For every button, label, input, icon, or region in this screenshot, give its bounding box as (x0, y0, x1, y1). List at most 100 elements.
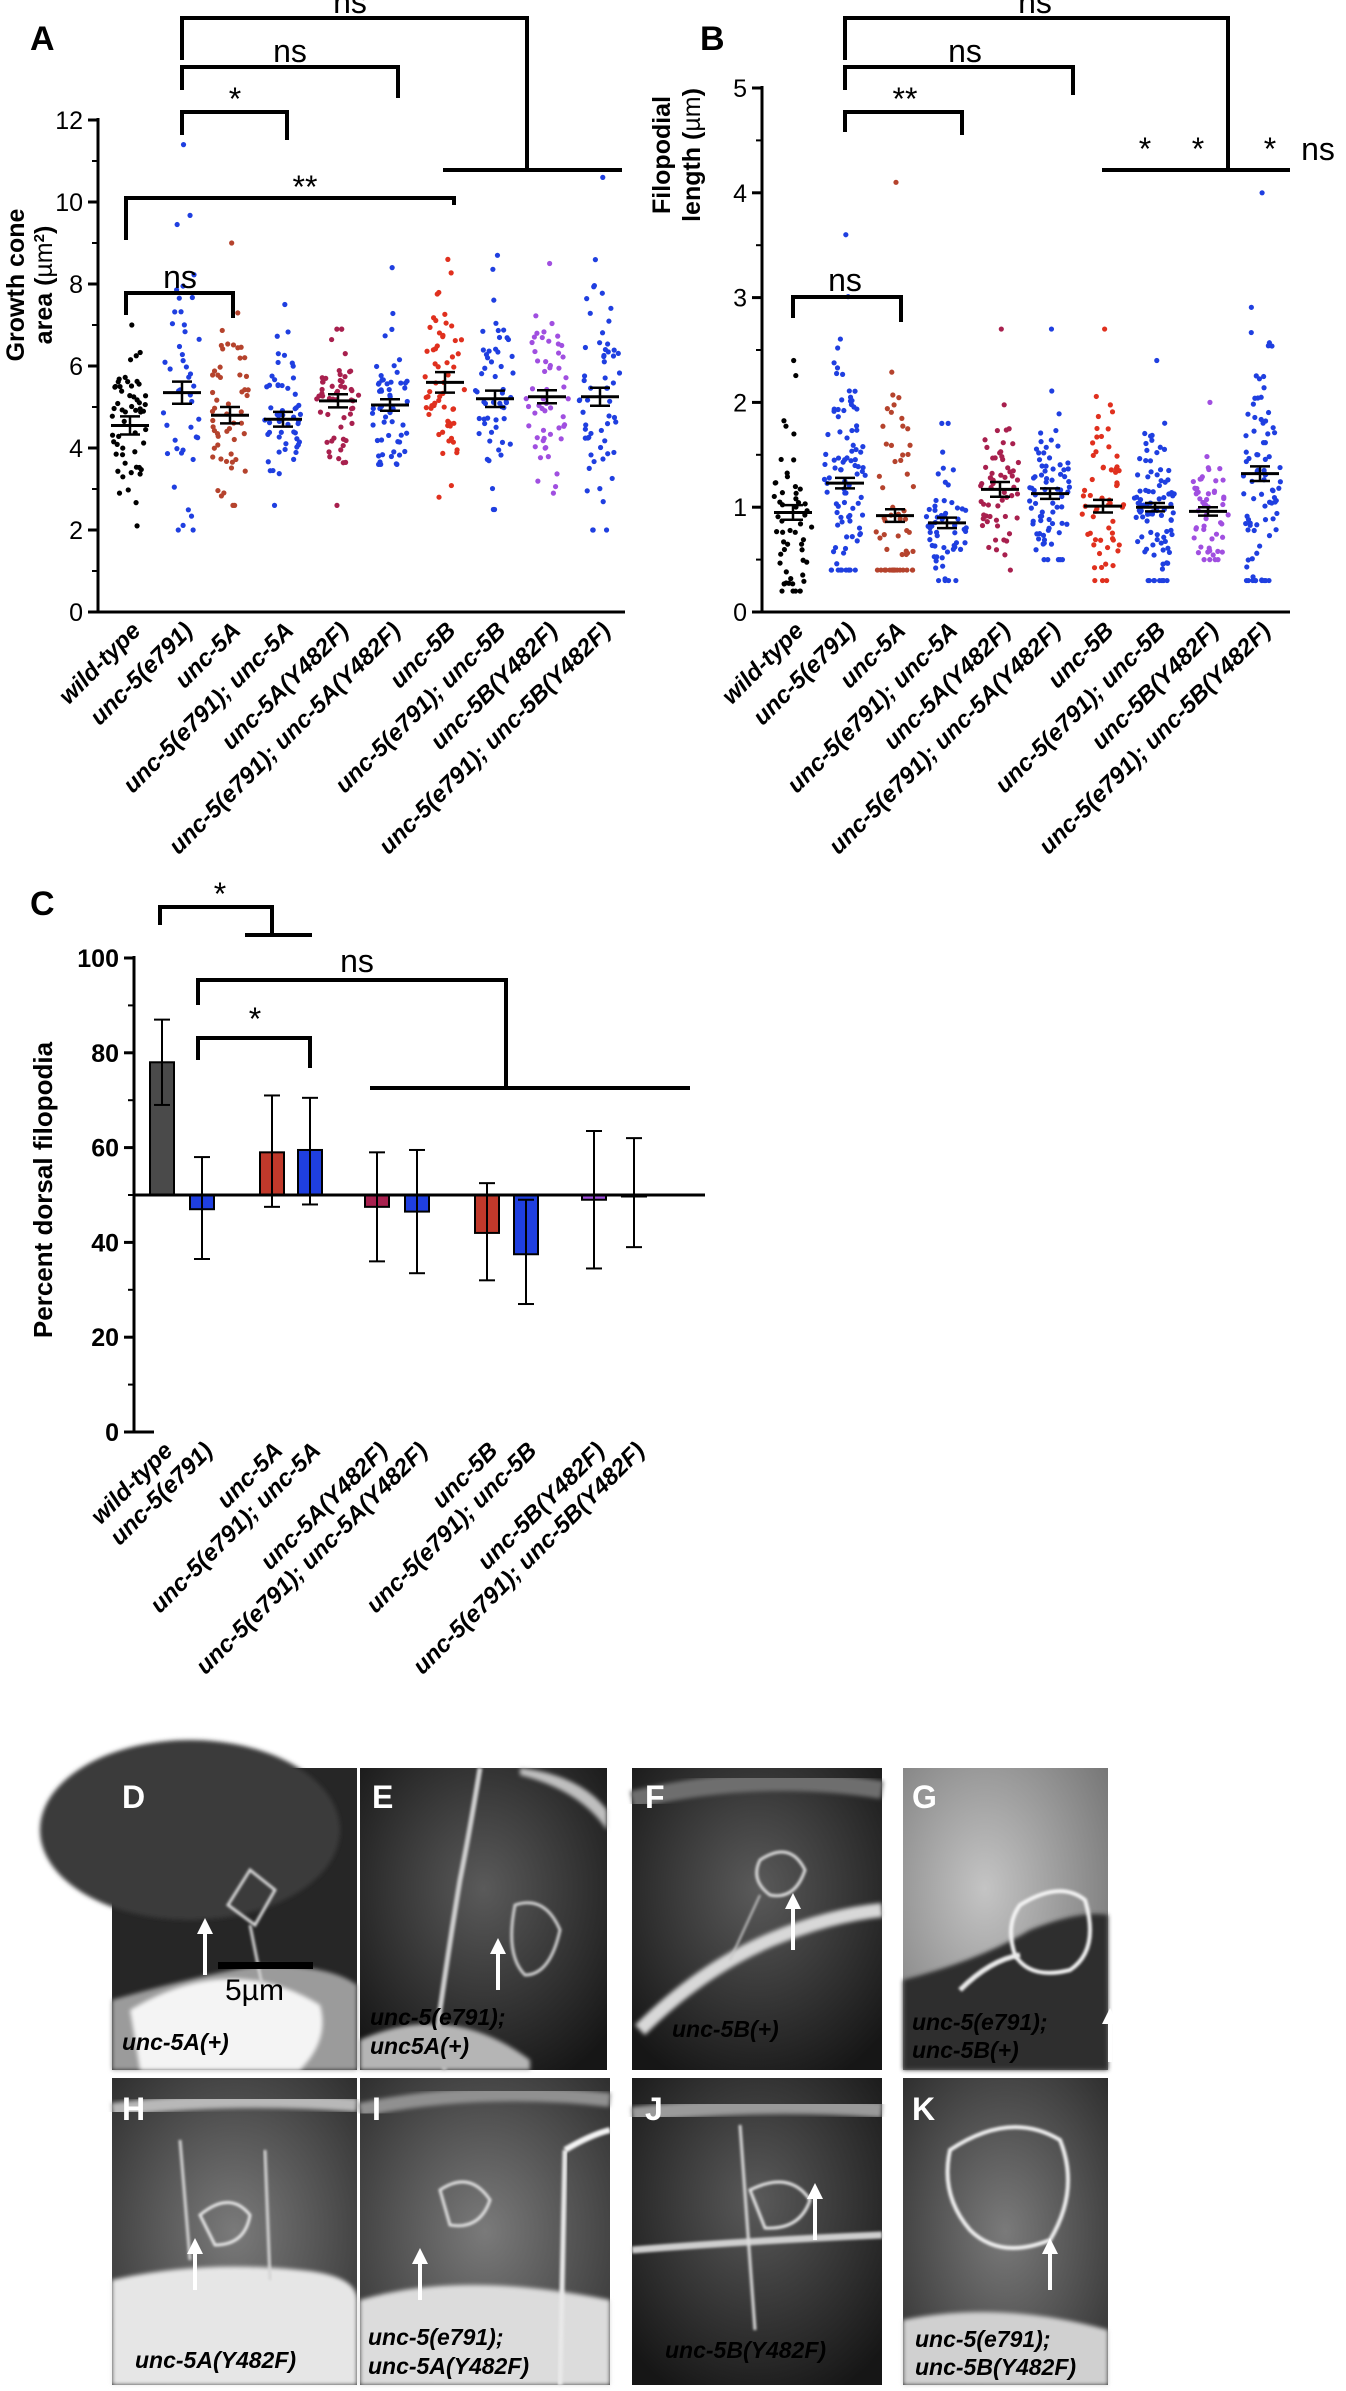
data-point (180, 142, 187, 148)
data-point (979, 481, 985, 487)
data-point (355, 392, 362, 398)
data-point (1007, 567, 1013, 573)
data-point (951, 542, 957, 549)
micrograph-k: K unc-5(e791); unc-5B(Y482F) (903, 2078, 1108, 2385)
data-point (1154, 449, 1160, 456)
data-point (1027, 485, 1033, 491)
data-point (389, 326, 395, 333)
data-point (1193, 486, 1199, 492)
data-point (847, 394, 854, 400)
micrograph-label-g-line1: unc-5(e791); (912, 2009, 1047, 2035)
data-point (179, 351, 185, 358)
data-point (582, 435, 588, 441)
data-point (174, 221, 180, 228)
data-point (547, 431, 554, 437)
data-point (482, 365, 488, 371)
data-point (1092, 577, 1098, 584)
data-point (824, 489, 830, 495)
data-point (854, 406, 860, 412)
data-point (448, 270, 454, 276)
data-point (978, 498, 984, 505)
y-tick-label: 20 (91, 1324, 119, 1352)
micrograph-label-k-line2: unc-5B(Y482F) (915, 2354, 1076, 2380)
data-point (292, 406, 298, 412)
data-point (1168, 501, 1174, 507)
data-point (1036, 450, 1042, 456)
data-point (343, 437, 349, 444)
data-point (220, 346, 226, 352)
data-point (902, 516, 909, 522)
data-point (1197, 476, 1203, 482)
data-point (1046, 516, 1052, 523)
data-point (1109, 530, 1116, 536)
data-point (1246, 455, 1252, 462)
data-point (853, 423, 860, 429)
data-point (539, 405, 545, 412)
data-point (389, 419, 395, 425)
data-point (1120, 502, 1127, 508)
data-point (888, 442, 895, 449)
data-point (889, 369, 895, 375)
data-point (1045, 557, 1051, 563)
data-point (1254, 451, 1260, 458)
data-point (334, 502, 340, 508)
data-point (125, 379, 131, 385)
data-point (498, 452, 504, 458)
data-point (846, 567, 852, 573)
data-point (374, 437, 381, 444)
data-point (210, 417, 216, 424)
data-point (1245, 577, 1252, 584)
data-point (1265, 409, 1272, 416)
data-point (884, 546, 890, 552)
data-point (507, 441, 513, 447)
data-point (1160, 561, 1166, 567)
data-point (488, 429, 495, 435)
data-point (560, 414, 566, 420)
data-point (488, 359, 495, 365)
micrograph-letter-h: H (122, 2091, 145, 2127)
data-point (1261, 577, 1267, 584)
data-point (547, 405, 554, 411)
data-point (610, 380, 616, 386)
data-point (1059, 493, 1065, 500)
data-point (432, 346, 439, 352)
data-point (999, 497, 1005, 503)
data-point (601, 353, 607, 360)
data-point (238, 409, 244, 415)
data-point (792, 588, 799, 594)
data-point (609, 475, 615, 482)
data-point (834, 509, 840, 516)
data-point (1154, 357, 1160, 364)
data-point (787, 527, 793, 534)
data-point (188, 424, 194, 430)
data-point (1002, 474, 1008, 480)
data-point (282, 446, 288, 453)
data-point (1040, 532, 1047, 538)
data-point (981, 512, 987, 518)
y-tick-label: 0 (105, 1419, 119, 1447)
data-point (788, 576, 794, 582)
data-point (243, 373, 250, 379)
scale-bar-label: 5µm (225, 1974, 284, 2007)
data-point (597, 340, 603, 346)
data-point (1095, 413, 1101, 420)
data-point (1207, 548, 1213, 554)
data-point (800, 537, 807, 543)
data-point (111, 405, 117, 412)
significance-bracket (180, 65, 400, 98)
data-point (1253, 577, 1259, 584)
data-point (136, 381, 142, 387)
data-point (422, 374, 428, 380)
data-point (450, 406, 456, 412)
data-point (1190, 478, 1196, 485)
scatter-group (314, 326, 362, 508)
data-point (386, 386, 392, 393)
data-point (490, 266, 496, 272)
scatter-group (923, 420, 969, 584)
y-tick-label: 8 (69, 271, 83, 299)
data-point (425, 394, 431, 400)
data-point (442, 311, 448, 317)
data-point (382, 414, 389, 420)
